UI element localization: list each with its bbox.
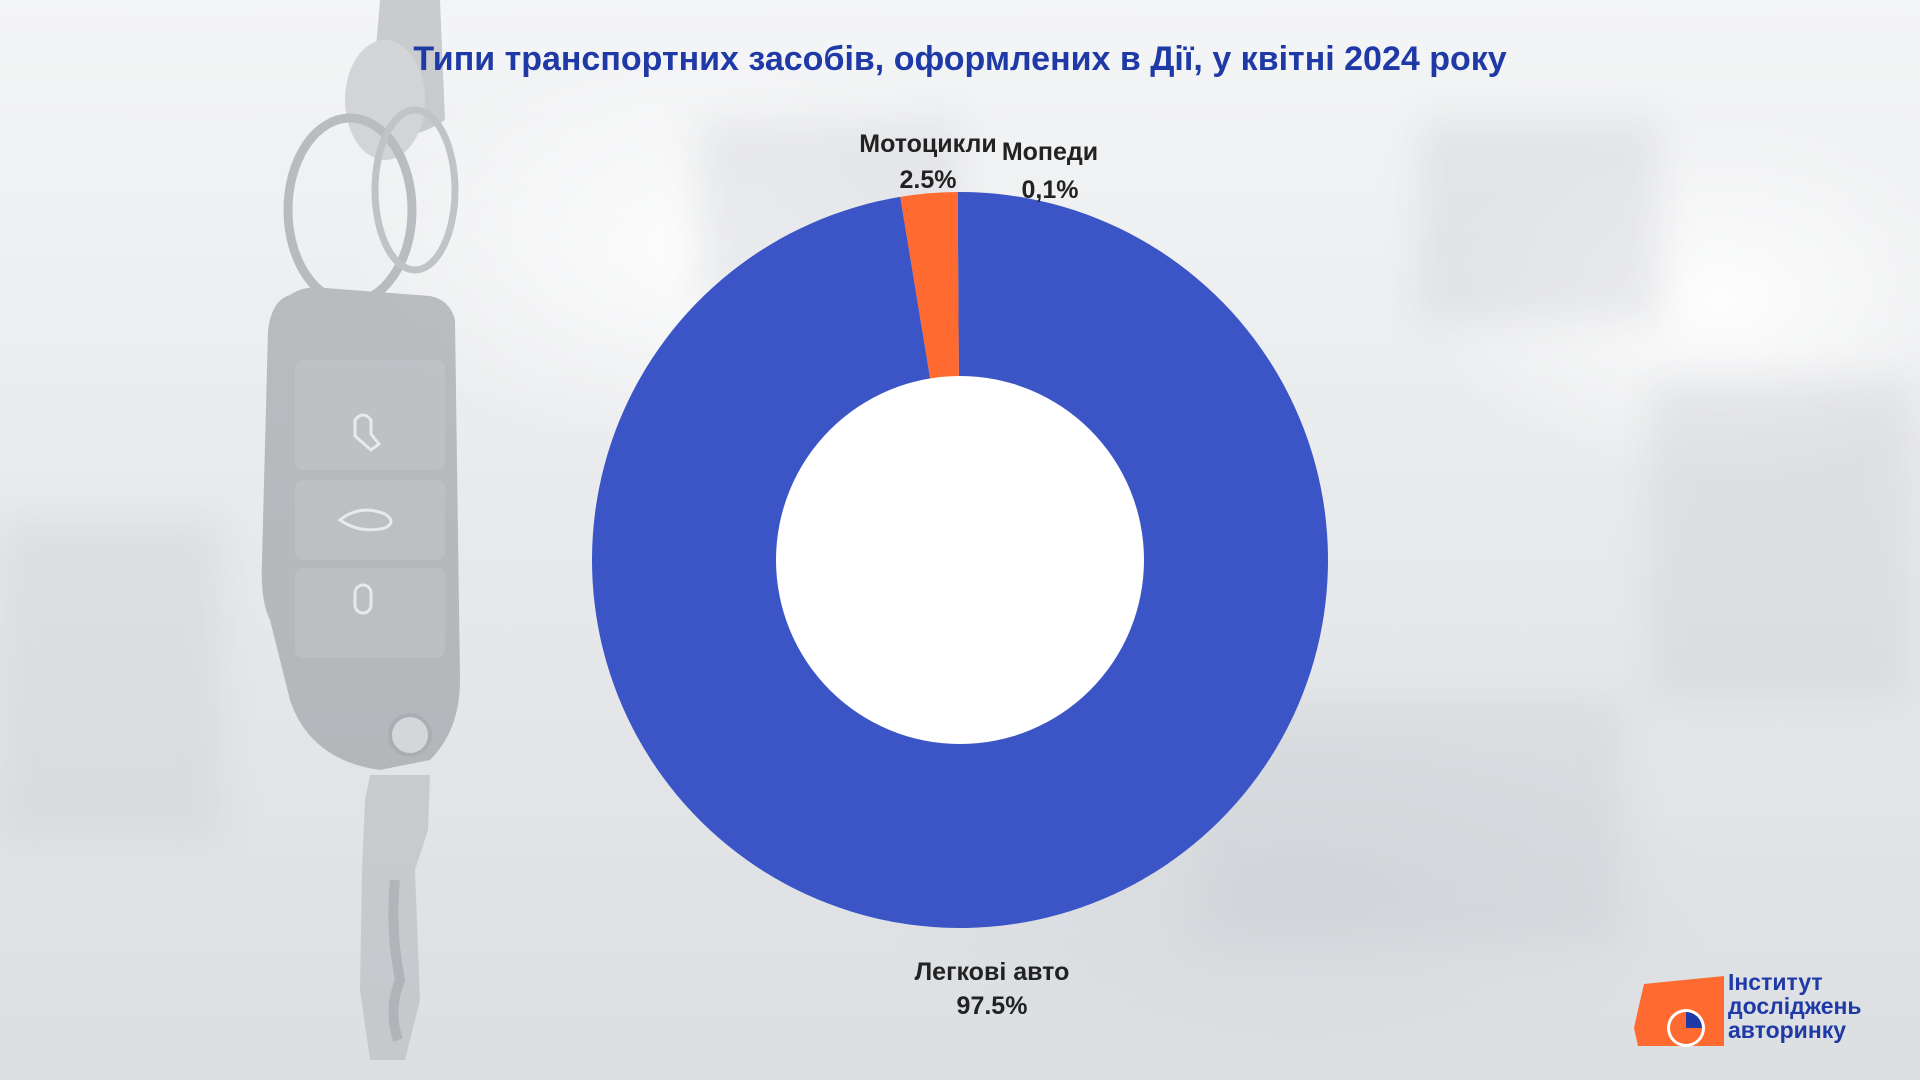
logo-line-1: Інститут — [1728, 969, 1823, 995]
institute-logo — [1634, 976, 1724, 1047]
car-key-image — [261, 0, 460, 1060]
logo-line-2: досліджень — [1728, 993, 1862, 1019]
slice-value-2: 97.5% — [957, 992, 1028, 1020]
slice-label-1: Мотоцикли — [859, 130, 996, 158]
chart-labels: Мопеди 0,1% Мотоцикли 2.5% Легкові авто 97.5% — [859, 130, 1098, 1020]
slice-label-0: Мопеди — [1002, 138, 1098, 166]
slice-value-0: 0,1% — [1022, 176, 1079, 204]
chart-title: Типи транспортних засобів, оформлених в … — [413, 40, 1507, 78]
slice-value-1: 2.5% — [900, 166, 957, 194]
logo-line-3: авторинку — [1728, 1017, 1847, 1043]
logo-text: Інститут досліджень авторинку — [1728, 970, 1862, 1042]
slice-label-2: Легкові авто — [915, 958, 1070, 986]
donut-hole — [776, 376, 1144, 744]
